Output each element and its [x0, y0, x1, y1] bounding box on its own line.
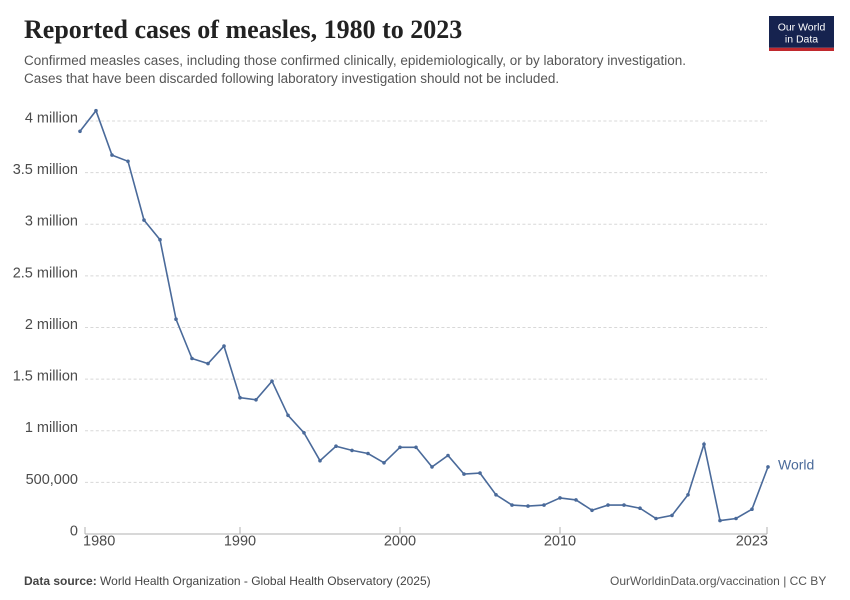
svg-text:1990: 1990 — [224, 534, 256, 550]
svg-text:1980: 1980 — [83, 534, 115, 550]
svg-text:2010: 2010 — [544, 534, 576, 550]
svg-text:500,000: 500,000 — [26, 472, 78, 488]
svg-text:1.5 million: 1.5 million — [13, 369, 78, 385]
svg-text:2.5 million: 2.5 million — [13, 265, 78, 281]
svg-text:World: World — [778, 457, 814, 473]
svg-text:4 million: 4 million — [25, 111, 78, 127]
svg-text:2023: 2023 — [736, 534, 768, 550]
svg-text:0: 0 — [70, 524, 78, 540]
svg-text:3 million: 3 million — [25, 214, 78, 230]
svg-text:1 million: 1 million — [25, 420, 78, 436]
svg-text:2 million: 2 million — [25, 317, 78, 333]
svg-text:2000: 2000 — [384, 534, 416, 550]
svg-text:3.5 million: 3.5 million — [13, 162, 78, 178]
